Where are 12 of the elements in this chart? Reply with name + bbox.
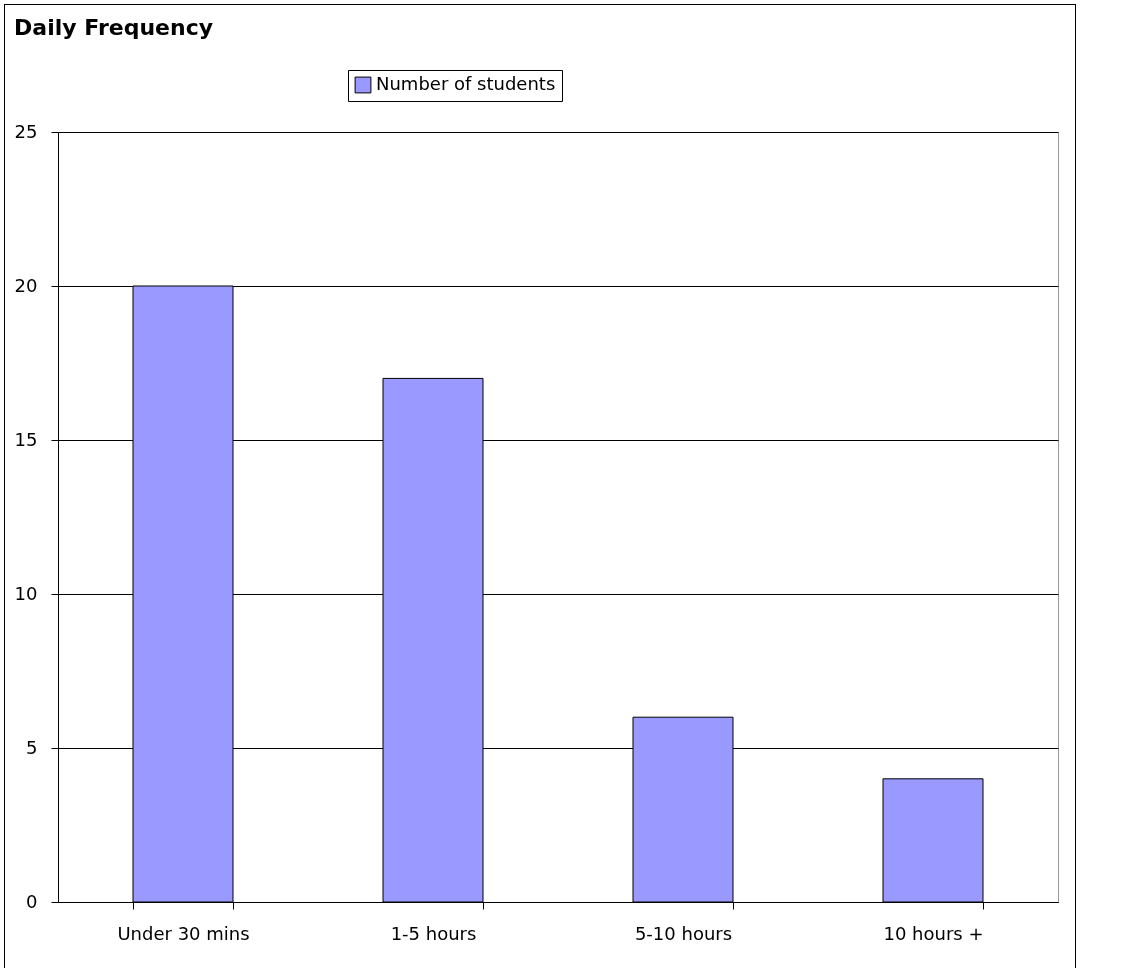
legend-label: Number of students [376, 73, 556, 94]
y-tick-label: 25 [14, 120, 38, 142]
x-tick-label: 1-5 hours [390, 922, 477, 944]
y-tick-label: 5 [26, 736, 38, 758]
y-tick-label: 10 [14, 582, 38, 604]
x-tick-label: 10 hours + [883, 922, 984, 944]
y-tick-label: 15 [14, 428, 38, 450]
chart-title: Daily Frequency [14, 14, 214, 40]
x-tick-label: Under 30 mins [117, 922, 250, 944]
y-tick-label: 0 [26, 890, 38, 912]
y-tick-label: 20 [14, 274, 38, 296]
x-tick-label: 5-10 hours [634, 922, 733, 944]
